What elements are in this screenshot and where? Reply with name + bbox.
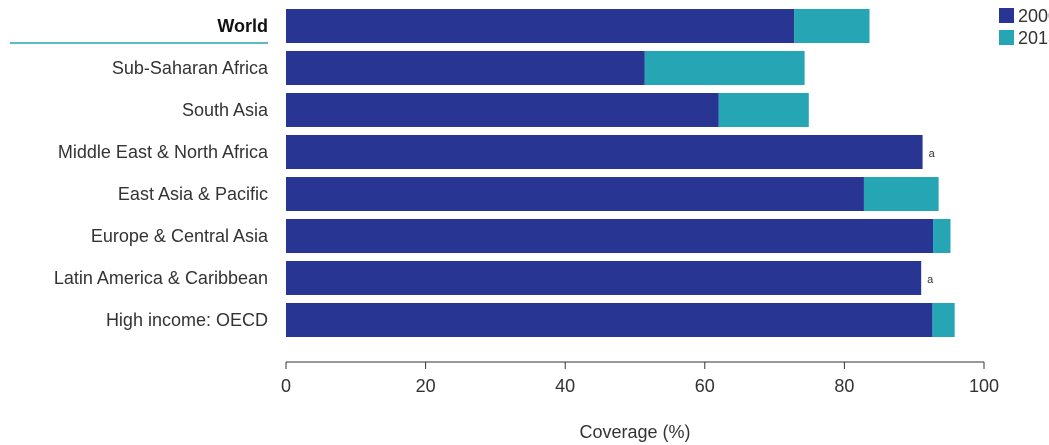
x-axis: 0 20 40 60 80 100 — [281, 361, 999, 396]
x-tick-label-20: 20 — [416, 376, 436, 396]
bar-latin-america-and-caribbean-2000 — [286, 261, 922, 295]
bar-sub-saharan-africa-2013 — [644, 51, 805, 85]
legend-swatch-2013 — [999, 30, 1014, 45]
bar-high-income-oecd-2000 — [286, 303, 933, 337]
legend: 20002013 — [999, 6, 1049, 48]
category-label-europe-and-central-asia: Europe & Central Asia — [91, 226, 269, 246]
bar-middle-east-and-north-africa-2000 — [286, 135, 923, 169]
legend-swatch-2000 — [999, 8, 1014, 23]
category-label-east-asia-and-pacific: East Asia & Pacific — [118, 184, 268, 204]
bar-europe-and-central-asia-2013 — [933, 219, 951, 253]
annotations-group: aa — [927, 148, 935, 286]
legend-label-2000: 2000 — [1018, 6, 1049, 26]
category-label-south-asia: South Asia — [182, 100, 269, 120]
x-tick-label-80: 80 — [834, 376, 854, 396]
bar-europe-and-central-asia-2000 — [286, 219, 934, 253]
bar-east-asia-and-pacific-2013 — [863, 177, 939, 211]
annotation-middle-east-and-north-africa: a — [929, 148, 936, 160]
bar-south-asia-2000 — [286, 93, 719, 127]
x-tick-label-100: 100 — [969, 376, 999, 396]
category-label-sub-saharan-africa: Sub-Saharan Africa — [112, 58, 269, 78]
bar-high-income-oecd-2013 — [932, 303, 955, 337]
x-axis-title: Coverage (%) — [579, 422, 690, 442]
bar-world-2000 — [286, 9, 795, 43]
x-tick-label-60: 60 — [695, 376, 715, 396]
bar-sub-saharan-africa-2000 — [286, 51, 645, 85]
x-tick-label-40: 40 — [555, 376, 575, 396]
x-tick-label-0: 0 — [281, 376, 291, 396]
category-label-latin-america-and-caribbean: Latin America & Caribbean — [54, 268, 268, 288]
bars-group — [286, 9, 955, 337]
legend-label-2013: 2013 — [1018, 28, 1049, 48]
bar-south-asia-2013 — [718, 93, 809, 127]
bar-east-asia-and-pacific-2000 — [286, 177, 864, 211]
category-label-world: World — [217, 16, 268, 36]
annotation-latin-america-and-caribbean: a — [927, 274, 934, 286]
category-label-middle-east-and-north-africa: Middle East & North Africa — [58, 142, 269, 162]
category-label-high-income-oecd: High income: OECD — [106, 310, 268, 330]
category-labels: World Sub-Saharan Africa South Asia Middle … — [54, 16, 269, 330]
bar-world-2013 — [794, 9, 870, 43]
